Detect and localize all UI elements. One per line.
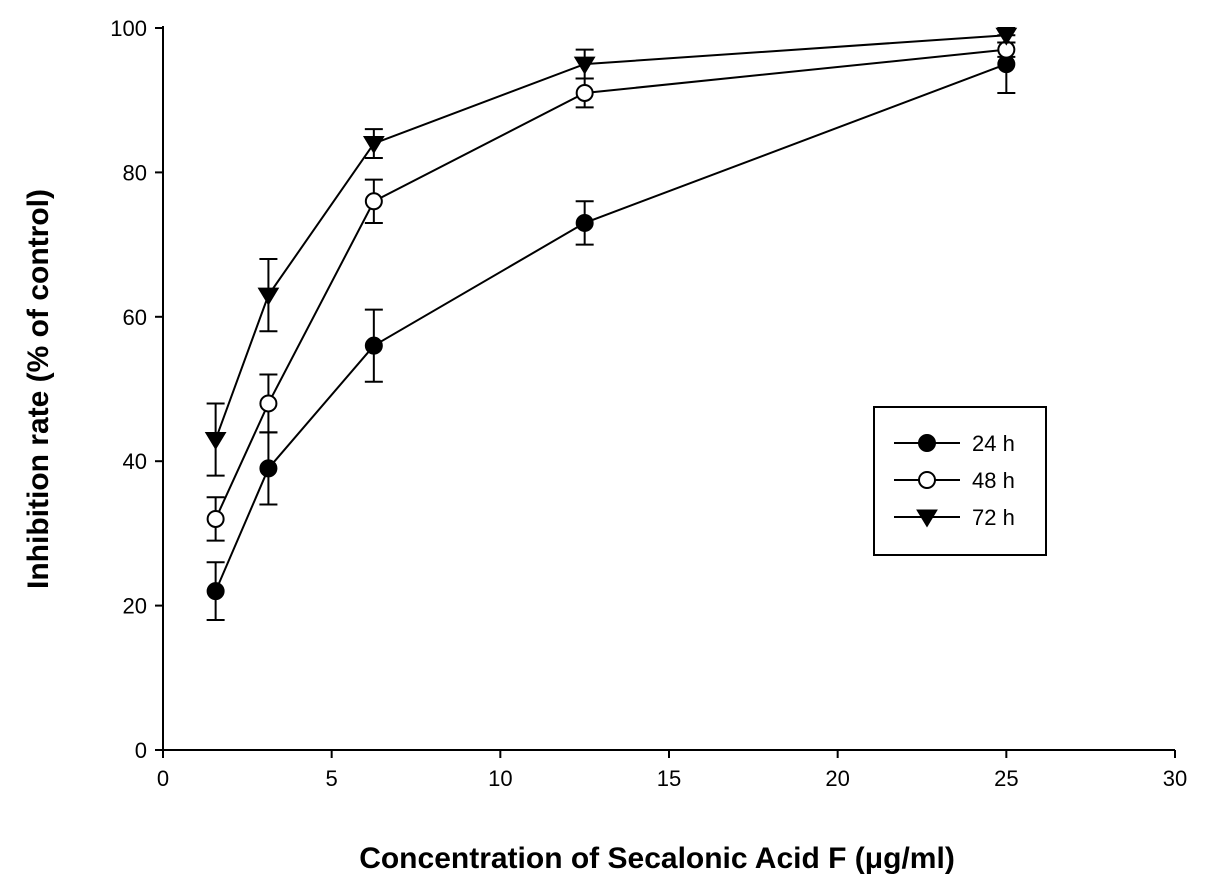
x-axis-title: Concentration of Secalonic Acid F (μg/ml…: [359, 842, 955, 875]
open-circle-marker: [206, 509, 225, 528]
y-tick-label: 20: [123, 594, 147, 619]
legend-item: 24 h: [894, 431, 1015, 456]
x-tick-label: 10: [488, 766, 512, 791]
filled-triangle-marker: [204, 432, 227, 451]
filled-circle-marker: [259, 459, 278, 478]
y-tick-label: 80: [123, 160, 147, 185]
y-tick-label: 60: [123, 305, 147, 330]
legend-marker: [916, 509, 938, 528]
series-24h: [206, 34, 1016, 622]
y-axis-title: Inhibition rate (% of control): [22, 189, 55, 589]
open-circle-marker: [259, 394, 278, 413]
y-tick-label: 100: [110, 16, 147, 41]
filled-triangle-marker: [257, 287, 280, 306]
series-72h: [204, 27, 1018, 477]
legend-label: 72 h: [972, 505, 1015, 530]
x-axis-ticks: 0 5 10 15 20 25 30: [157, 750, 1187, 791]
filled-triangle-marker: [995, 27, 1018, 46]
filled-circle-marker: [206, 582, 225, 601]
legend-marker: [918, 434, 936, 452]
series-line: [214, 34, 1007, 440]
filled-circle-marker: [575, 213, 594, 232]
filled-triangle-marker: [362, 136, 385, 154]
x-tick-label: 15: [657, 766, 681, 791]
open-circle-marker: [575, 83, 594, 102]
y-tick-label: 40: [123, 449, 147, 474]
series-layer: [204, 27, 1018, 622]
filled-triangle-marker: [573, 56, 596, 75]
legend-item: 48 h: [894, 468, 1015, 493]
legend-label: 24 h: [972, 431, 1015, 456]
legend-label: 48 h: [972, 468, 1015, 493]
axes: [162, 26, 1175, 751]
open-circle-marker: [364, 192, 383, 211]
filled-circle-marker: [364, 336, 383, 355]
y-axis-ticks: 0 20 40 60 80 100: [110, 16, 163, 763]
x-tick-label: 25: [994, 766, 1018, 791]
legend-item: 72 h: [894, 505, 1015, 530]
y-tick-label: 0: [135, 738, 147, 763]
legend: 24 h 48 h 72 h: [873, 406, 1047, 556]
x-tick-label: 0: [157, 766, 169, 791]
x-tick-label: 30: [1163, 766, 1187, 791]
legend-marker: [918, 471, 936, 489]
x-tick-label: 5: [326, 766, 338, 791]
x-tick-label: 20: [825, 766, 849, 791]
